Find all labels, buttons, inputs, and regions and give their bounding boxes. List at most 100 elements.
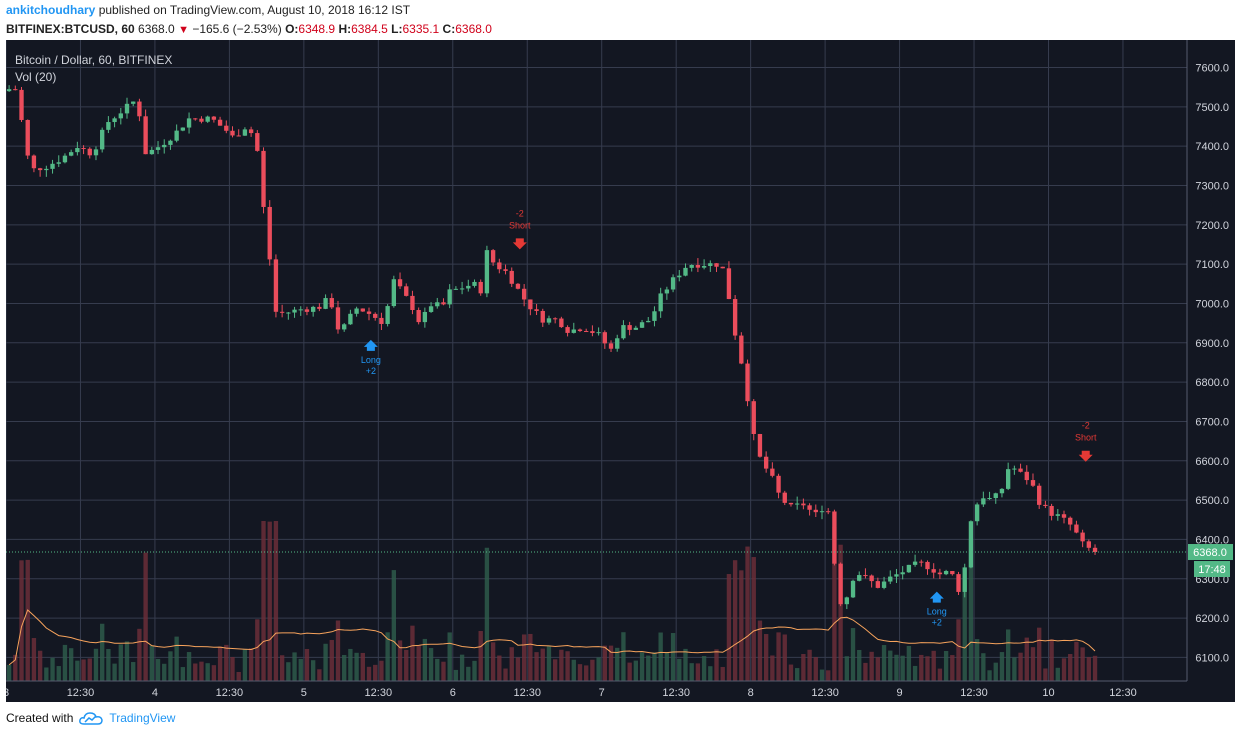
candle-body: [279, 311, 285, 313]
open-label: O:: [285, 22, 299, 36]
footer: Created with TradingView: [6, 711, 175, 725]
low-label: L:: [391, 22, 403, 36]
long-qty-label: +2: [366, 366, 376, 376]
candle-body: [677, 275, 682, 278]
volume-bar: [248, 648, 254, 681]
volume-bar: [1012, 657, 1017, 681]
volume-bar: [782, 634, 787, 681]
volume-bar: [732, 560, 738, 681]
volume-bar: [25, 559, 30, 681]
volume-bar: [279, 655, 285, 681]
x-tick-label: 9: [897, 687, 903, 699]
candle-body: [205, 116, 210, 122]
candle-body: [385, 306, 390, 324]
volume-bar: [621, 632, 626, 681]
published-line: ankitchoudhary published on TradingView.…: [6, 3, 410, 17]
candle-body: [472, 281, 477, 286]
volume-bar: [373, 664, 378, 681]
volume-bar: [857, 650, 862, 681]
volume-bar: [304, 649, 310, 681]
x-tick-label: 10: [1042, 687, 1054, 699]
volume-bar: [602, 645, 607, 681]
volume-bar: [739, 570, 744, 681]
candle-body: [801, 503, 806, 506]
candle-body: [602, 332, 607, 344]
volume-bar: [348, 648, 353, 681]
candle-body: [484, 250, 490, 294]
x-tick-label: 12:30: [811, 687, 839, 699]
volume-bar: [205, 663, 210, 681]
volume-bar: [379, 660, 384, 681]
volume-bar: [155, 658, 161, 681]
candle-body: [1092, 547, 1098, 553]
candle-body: [261, 150, 266, 207]
author-link[interactable]: ankitchoudhary: [6, 3, 96, 17]
volume-bar: [596, 657, 601, 681]
volume-bar: [75, 660, 80, 681]
volume-bar: [838, 544, 843, 681]
volume-bar: [993, 662, 998, 681]
chart-area[interactable]: -2 Short Long +2 Long +2 -2 Short 6100.0 6200.0 6…: [3, 40, 1235, 702]
volume-bar: [974, 639, 980, 681]
short-qty-label: -2: [1082, 421, 1090, 431]
candle-body: [962, 567, 967, 592]
published-text: published on TradingView.com, August 10,…: [98, 3, 411, 17]
volume-bar: [490, 642, 496, 681]
volume-bar: [391, 570, 397, 681]
x-tick-label: 12:30: [662, 687, 690, 699]
volume-bar: [925, 656, 930, 681]
candle-body: [652, 311, 657, 321]
candle-body: [25, 119, 30, 156]
volume-bar: [335, 620, 341, 681]
y-tick-label: 7500.0: [1195, 102, 1229, 114]
candle-body: [993, 493, 998, 499]
candle-body: [689, 265, 694, 268]
candle-body: [621, 325, 626, 339]
high-value: 6384.5: [351, 22, 388, 36]
chart-legend-title: Bitcoin / Dollar, 60, BITFINEX: [15, 53, 172, 67]
candle-body: [553, 318, 558, 320]
candle-body: [68, 152, 74, 156]
candle-body: [850, 580, 856, 598]
candle-body: [230, 130, 235, 136]
volume-bar: [701, 656, 707, 681]
candle-body: [56, 162, 61, 164]
volume-bar: [180, 667, 186, 681]
volume-bar: [273, 521, 279, 681]
volume-bar: [255, 619, 260, 681]
volume-bar: [441, 661, 446, 681]
tradingview-link[interactable]: TradingView: [109, 711, 176, 725]
candle-body: [900, 572, 905, 575]
volume-bar: [1055, 667, 1060, 681]
volume-bar: [13, 654, 18, 681]
volume-bar: [720, 666, 725, 681]
candle-body: [596, 332, 601, 334]
candle-body: [546, 318, 552, 323]
volume-bar: [981, 653, 986, 681]
candle-body: [869, 575, 874, 582]
candle-body: [912, 561, 918, 565]
volume-bar: [56, 666, 61, 681]
volume-bar: [1005, 629, 1011, 681]
volume-bar: [329, 639, 334, 681]
volume-bar: [515, 657, 521, 681]
y-tick-label: 6500.0: [1195, 495, 1229, 507]
volume-bars: [6, 521, 1098, 681]
volume-legend: Vol (20): [15, 70, 56, 84]
x-tick-label: 12:30: [67, 687, 95, 699]
x-tick-label: 12:30: [513, 687, 541, 699]
volume-bar: [881, 645, 887, 681]
volume-bar: [553, 659, 558, 681]
volume-bar: [627, 662, 632, 681]
candle-body: [974, 504, 980, 522]
close-value: 6368.0: [455, 22, 492, 36]
volume-bar: [428, 648, 434, 681]
short-qty-label: -2: [516, 208, 524, 218]
volume-bar: [323, 643, 328, 681]
candle-body: [292, 309, 297, 313]
volume-bar: [943, 651, 949, 681]
long-label: Long: [927, 607, 947, 617]
y-tick-label: 7100.0: [1195, 259, 1229, 271]
candle-body: [956, 574, 961, 592]
